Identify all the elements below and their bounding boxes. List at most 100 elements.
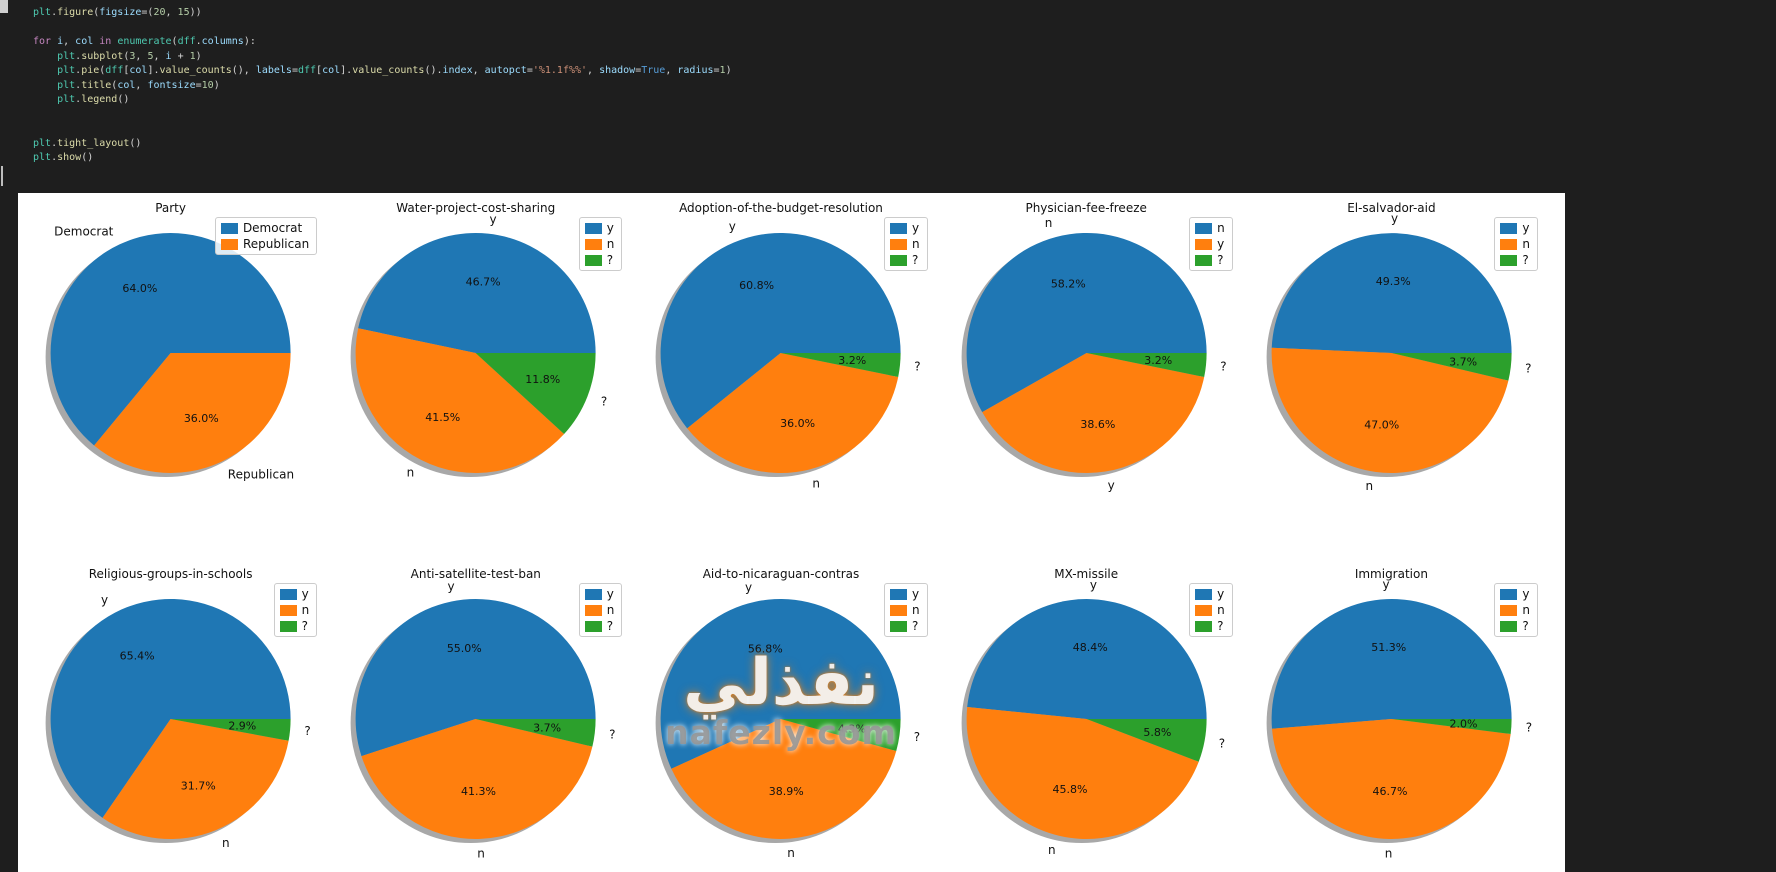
legend-entry: Democrat (220, 221, 309, 235)
code-token: ( (93, 7, 100, 18)
code-token: labels (255, 65, 292, 76)
code-block[interactable]: plt.figure(figsize=(20, 15)) for i, col … (33, 6, 732, 166)
legend-entry: Republican (220, 237, 310, 251)
pie-category-label: y (1382, 578, 1389, 592)
pie-category-label: n (1048, 843, 1056, 857)
pie-slice-Republican (94, 353, 291, 473)
code-token: . (51, 7, 58, 18)
code-token: = (195, 79, 202, 91)
code-token: col (75, 36, 94, 47)
pie-slice-? (1391, 719, 1512, 735)
code-token: [ (316, 65, 323, 76)
pie-category-label: y (1089, 578, 1096, 592)
legend-box: y n? (578, 583, 623, 637)
legend-entry: n (889, 603, 920, 617)
pie-slice-y (1271, 233, 1512, 353)
pie-pct-label: 2.9% (228, 720, 256, 733)
code-token: ) (725, 65, 732, 76)
legend-swatch (279, 588, 297, 600)
pie-slice-y (355, 599, 596, 757)
pie-pct-label: 64.0% (122, 282, 157, 295)
pie-slice-y (358, 233, 596, 353)
code-token: + (171, 50, 190, 62)
code-editor[interactable]: plt.figure(figsize=(20, 15)) for i, col … (0, 0, 1776, 193)
legend-swatch (584, 254, 602, 266)
code-token: 15 (177, 7, 190, 18)
pie-subplot-3: Adoption-of-the-budget-resolution 60.8% y 3… (628, 193, 933, 559)
pie-canvas: 48.4% y 45.8% n 5.8%? (961, 578, 1225, 857)
pie-pct-label: 38.9% (769, 785, 804, 798)
legend-swatch (1500, 620, 1518, 632)
pie-slice-n (671, 719, 897, 840)
pie-category-label: y (448, 579, 455, 593)
code-token: pie (81, 65, 100, 76)
pie-slice-n (102, 719, 289, 839)
pie-slice-y (966, 599, 1207, 719)
chart-title: Religious-groups-in-schools (88, 567, 253, 581)
legend-label: ? (1522, 619, 1529, 633)
legend-label: ? (911, 619, 919, 633)
code-token: index (442, 65, 473, 76)
code-token: plt (33, 137, 52, 149)
chart-title: Immigration (1354, 567, 1428, 581)
legend-entry: n (584, 237, 614, 251)
code-token: i (165, 50, 172, 62)
pie-canvas: 56.8% y 38.9% n 4.3%? (655, 581, 921, 860)
pie-slice-? (1086, 719, 1207, 762)
legend-label: Republican (242, 237, 310, 251)
legend-label: ? (1217, 253, 1224, 267)
legend-entry: n (1195, 603, 1225, 617)
code-token: col (117, 79, 136, 91)
code-token: col (322, 65, 341, 76)
legend-entry: y (889, 587, 920, 601)
code-token: ) (213, 79, 220, 91)
legend-swatch (584, 588, 602, 600)
code-token: (), (231, 65, 256, 76)
pie-category-label: ? (1218, 736, 1224, 750)
pie-slice-n (1271, 347, 1509, 473)
legend-label: ? (606, 253, 614, 267)
code-token (33, 65, 57, 76)
code-token: , (63, 36, 76, 47)
figure-grid: Party 64.0% Democrat 36.0% Republican Democra… (18, 193, 1544, 872)
legend-label: n (1217, 221, 1225, 235)
code-token: [ (123, 65, 130, 76)
pie-pct-label: 46.7% (466, 275, 501, 288)
code-token: enumerate (117, 36, 172, 47)
legend-label: n (911, 237, 920, 251)
pie-canvas: 49.3% y 47.0% n 3.7%? (1266, 212, 1531, 493)
code-token: 1 (189, 50, 196, 62)
code-token: show (57, 152, 82, 163)
legend-entry: n (279, 603, 309, 617)
code-token: . (195, 36, 202, 47)
chart-title: Adoption-of-the-budget-resolution (679, 201, 883, 215)
code-token: in (99, 36, 112, 47)
pie-pct-label: 60.8% (740, 279, 775, 292)
legend-label: y (301, 587, 309, 601)
legend-entry: y (1195, 587, 1225, 601)
legend-box: y n? (1494, 217, 1538, 271)
code-token: plt (57, 50, 76, 62)
pie-subplot-6: Religious-groups-in-schools 65.4% y 31.7% n 2… (18, 559, 323, 872)
chart-title: Aid-to-nicaraguan-contras (702, 567, 860, 581)
pie-pct-label: 46.7% (1372, 785, 1407, 798)
code-token: plt (57, 94, 76, 105)
code-token: ]. (147, 65, 160, 76)
pie-category-label: y (101, 593, 108, 607)
code-line: plt.title(col, fontsize=10) (33, 79, 732, 94)
code-token: figsize (99, 7, 142, 18)
code-token: , (587, 65, 600, 76)
legend-swatch (279, 620, 297, 632)
code-token (33, 80, 57, 91)
code-token (33, 94, 57, 105)
legend-entry: ? (889, 619, 920, 633)
pie-slice-n (1271, 719, 1511, 839)
pie-pct-label: 45.8% (1052, 783, 1087, 796)
pie-canvas: 60.8% y 36.0% n 3.2%? (655, 219, 921, 491)
pie-category-label: ? (915, 360, 921, 374)
legend-box: Democrat Republican (214, 217, 318, 255)
scrollbar-thumb[interactable] (0, 0, 8, 13)
code-token: () (117, 94, 130, 105)
legend-entry: y (584, 221, 615, 235)
pie-pct-label: 41.3% (461, 785, 496, 798)
